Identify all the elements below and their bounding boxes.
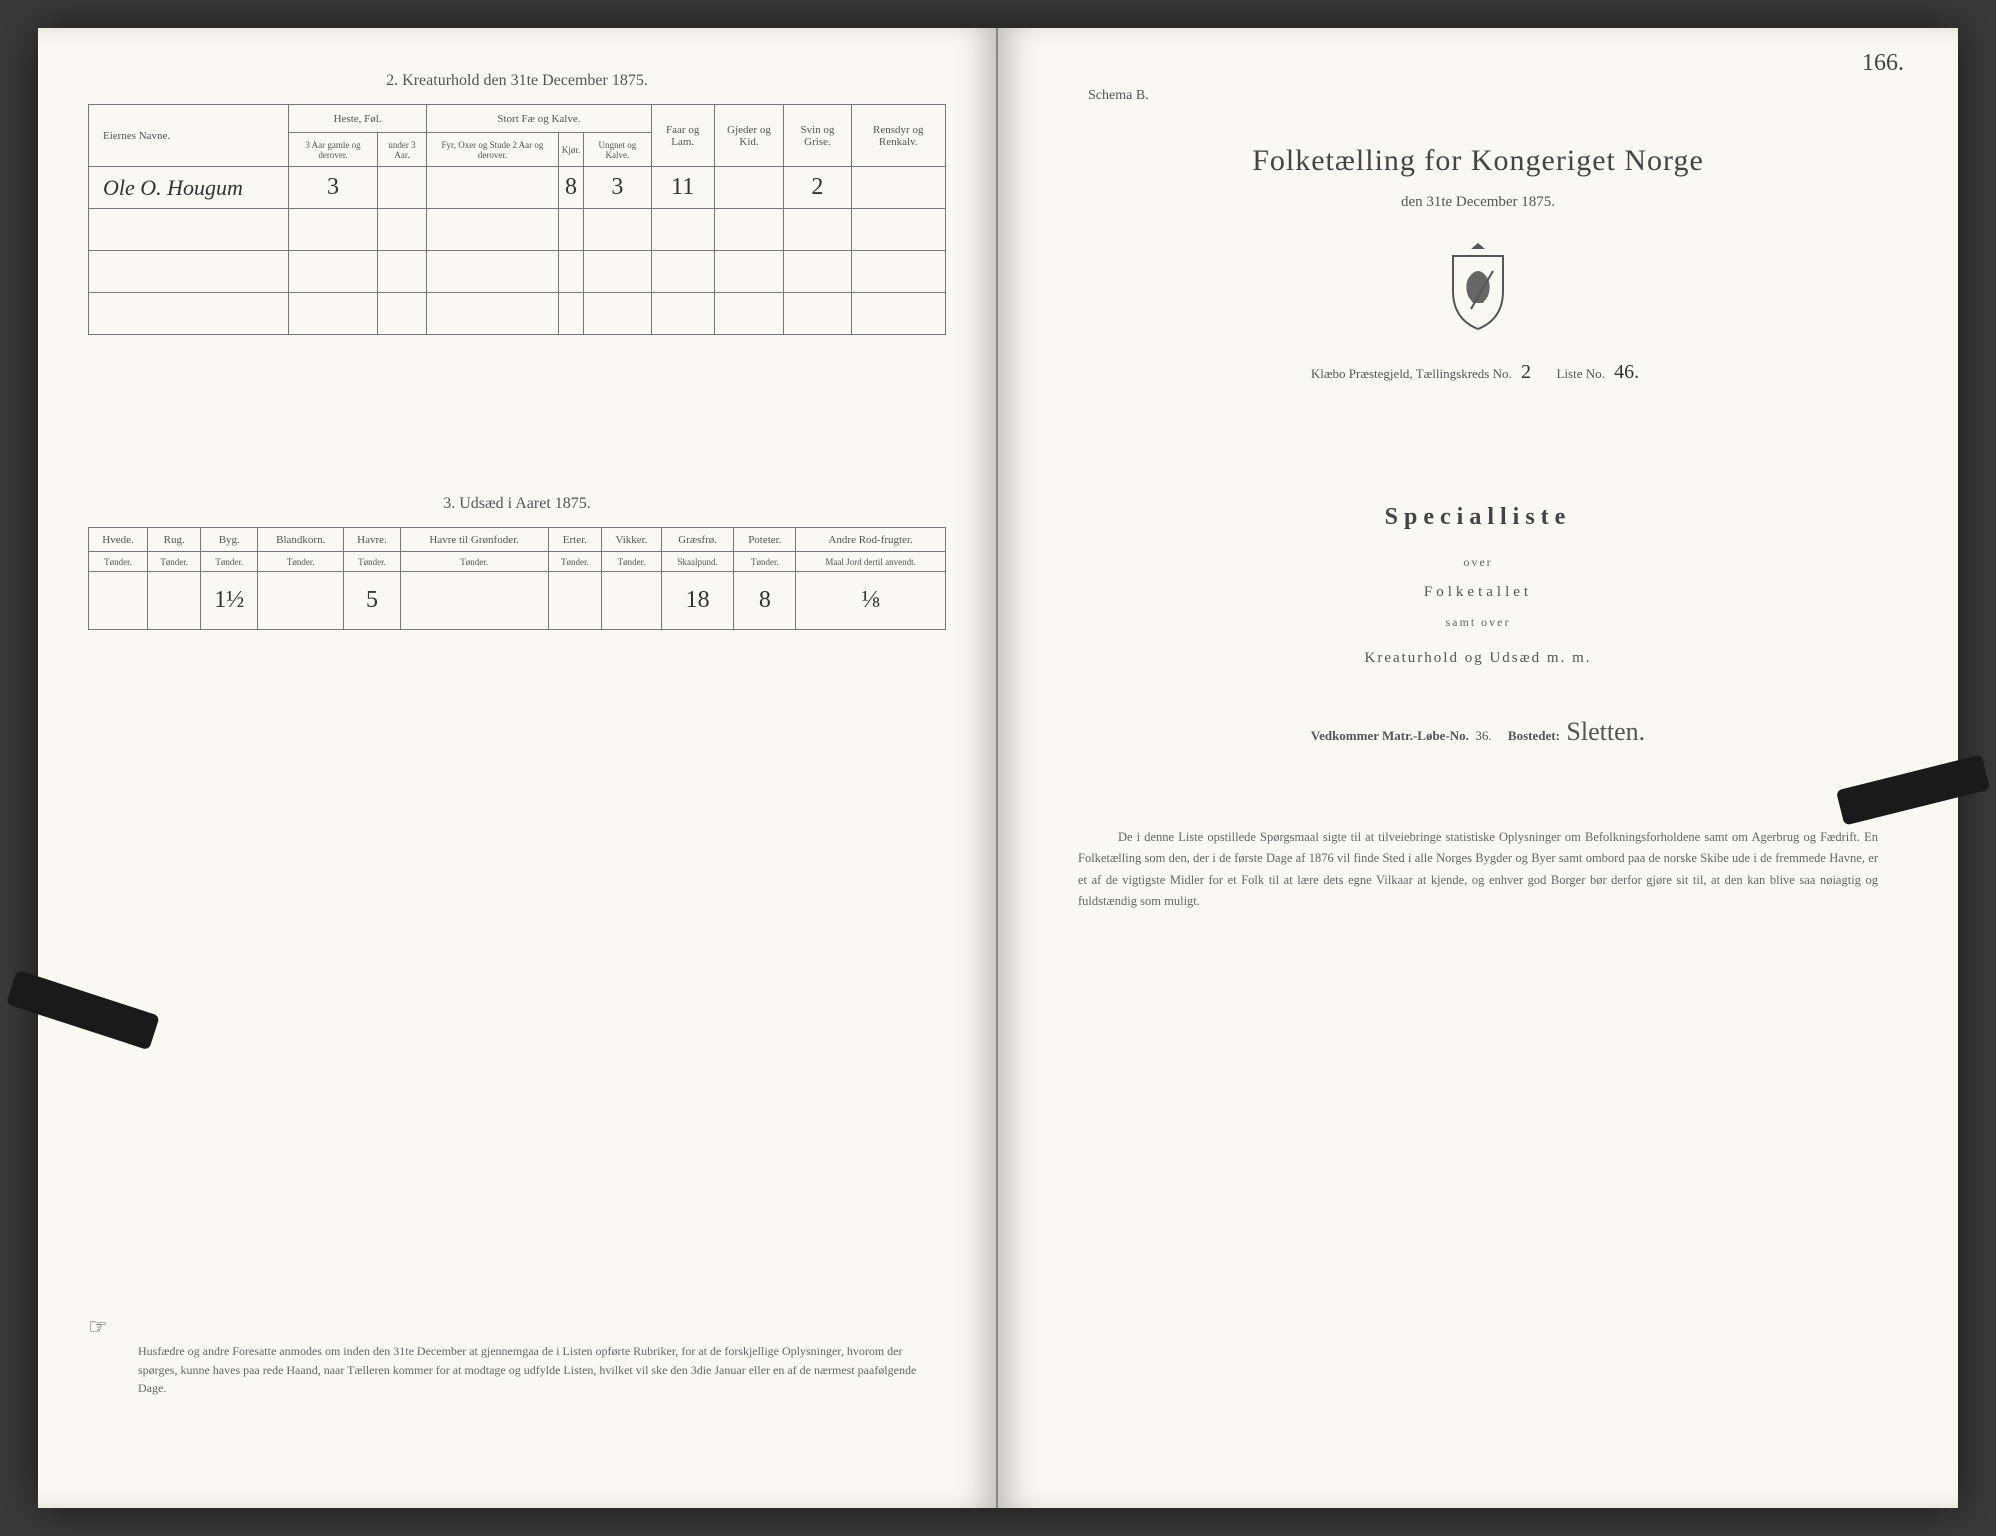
th2-9: Poteter. <box>734 528 796 552</box>
th-gjeder: Gjeder og Kid. <box>714 105 784 167</box>
th2-6: Erter. <box>548 528 601 552</box>
main-title: Folketælling for Kongeriget Norge <box>1048 144 1908 178</box>
matr-line: Vedkommer Matr.-Løbe-No. 36. Bostedet: S… <box>1048 717 1908 747</box>
cell-ungnet: 3 <box>584 167 652 209</box>
th2-4: Havre. <box>344 528 400 552</box>
coat-of-arms-icon <box>1443 241 1513 331</box>
table-row-empty <box>89 209 946 251</box>
cell-hesteu3 <box>377 167 426 209</box>
cell-svin: 2 <box>784 167 851 209</box>
bostedet-value: Sletten. <box>1566 717 1645 746</box>
specialliste-title: Specialliste <box>1048 504 1908 531</box>
th-svin: Svin og Grise. <box>784 105 851 167</box>
th-eiernes: Eiernes Navne. <box>89 105 289 167</box>
th-ungnet: Ungnet og Kalve. <box>584 133 652 167</box>
archive-clip-right <box>1836 754 1990 825</box>
v9: 8 <box>734 572 796 630</box>
th-fae: Stort Fæ og Kalve. <box>427 105 652 133</box>
v6 <box>548 572 601 630</box>
meta-kreds: 2 <box>1515 361 1537 383</box>
th2-8: Græsfrø. <box>661 528 734 552</box>
cell-heste3: 3 <box>289 167 378 209</box>
sub-10: Maal Jord dertil anvendt. <box>796 552 946 572</box>
samt-over-label: samt over <box>1048 615 1908 630</box>
table-row-empty <box>89 293 946 335</box>
th2-2: Byg. <box>201 528 258 552</box>
book-spread: 2. Kreaturhold den 31te December 1875. E… <box>38 28 1958 1508</box>
th-oxer: Fyr, Oxer og Stude 2 Aar og derover. <box>427 133 559 167</box>
th2-7: Vikker. <box>602 528 662 552</box>
kreatur-table: Eiernes Navne. Heste, Føl. Stort Fæ og K… <box>88 104 946 335</box>
sub-7: Tønder. <box>602 552 662 572</box>
cell-kjor: 8 <box>558 167 583 209</box>
meta-prefix: Klæbo Præstegjeld, Tællingskreds No. <box>1311 366 1512 381</box>
th2-0: Hvede. <box>89 528 148 552</box>
v0 <box>89 572 148 630</box>
table-row-empty <box>89 251 946 293</box>
cell-ren <box>851 167 945 209</box>
right-page: 166. Schema B. Folketælling for Kongerig… <box>998 28 1958 1508</box>
left-footnote: Husfædre og andre Foresatte anmodes om i… <box>138 1342 936 1398</box>
schema-label: Schema B. <box>1088 88 1908 104</box>
sub-8: Skaalpund. <box>661 552 734 572</box>
meta-liste: 46. <box>1608 361 1645 383</box>
section2-title: 2. Kreaturhold den 31te December 1875. <box>88 72 946 90</box>
th-heste: Heste, Føl. <box>289 105 427 133</box>
th2-1: Rug. <box>148 528 201 552</box>
left-page: 2. Kreaturhold den 31te December 1875. E… <box>38 28 998 1508</box>
v7 <box>602 572 662 630</box>
meta-liste-label: Liste No. <box>1557 366 1605 381</box>
th-heste-u3: under 3 Aar. <box>377 133 426 167</box>
matr-label: Vedkommer Matr.-Løbe-No. <box>1311 728 1469 743</box>
sub-0: Tønder. <box>89 552 148 572</box>
sub-6: Tønder. <box>548 552 601 572</box>
sub-2: Tønder. <box>201 552 258 572</box>
table-row: Ole O. Hougum 3 8 3 11 2 <box>89 167 946 209</box>
cell-gjeder <box>714 167 784 209</box>
th2-10: Andre Rod-frugter. <box>796 528 946 552</box>
table2-row: 1½ 5 18 8 ⅛ <box>89 572 946 630</box>
v3 <box>258 572 344 630</box>
folketallet-label: Folketallet <box>1048 584 1908 601</box>
sub-4: Tønder. <box>344 552 400 572</box>
page-number: 166. <box>1862 50 1904 77</box>
body-paragraph: De i denne Liste opstillede Spørgsmaal s… <box>1048 827 1908 912</box>
sub-9: Tønder. <box>734 552 796 572</box>
v10: ⅛ <box>796 572 946 630</box>
v1 <box>148 572 201 630</box>
sub-1: Tønder. <box>148 552 201 572</box>
matr-no: 36. <box>1475 728 1491 743</box>
cell-name: Ole O. Hougum <box>89 167 289 209</box>
th-faar: Faar og Lam. <box>651 105 714 167</box>
th2-5: Havre til Grønfoder. <box>400 528 548 552</box>
kreatur-label: Kreaturhold og Udsæd m. m. <box>1048 650 1908 667</box>
sub-title: den 31te December 1875. <box>1048 194 1908 211</box>
archive-clip-left <box>6 970 160 1051</box>
v2: 1½ <box>201 572 258 630</box>
cell-faar: 11 <box>651 167 714 209</box>
pointing-hand-icon: ☞ <box>88 1314 108 1340</box>
udsaed-table: Hvede. Rug. Byg. Blandkorn. Havre. Havre… <box>88 527 946 630</box>
cell-oxer <box>427 167 559 209</box>
bostedet-label: Bostedet: <box>1508 728 1560 743</box>
v8: 18 <box>661 572 734 630</box>
v5 <box>400 572 548 630</box>
th2-3: Blandkorn. <box>258 528 344 552</box>
section3-title: 3. Udsæd i Aaret 1875. <box>88 495 946 513</box>
th-ren: Rensdyr og Renkalv. <box>851 105 945 167</box>
sub-5: Tønder. <box>400 552 548 572</box>
th-heste-3: 3 Aar gamle og derover. <box>289 133 378 167</box>
meta-line: Klæbo Præstegjeld, Tællingskreds No. 2 L… <box>1048 361 1908 384</box>
th-kjor: Kjør. <box>558 133 583 167</box>
over-label: over <box>1048 555 1908 570</box>
sub-3: Tønder. <box>258 552 344 572</box>
v4: 5 <box>344 572 400 630</box>
